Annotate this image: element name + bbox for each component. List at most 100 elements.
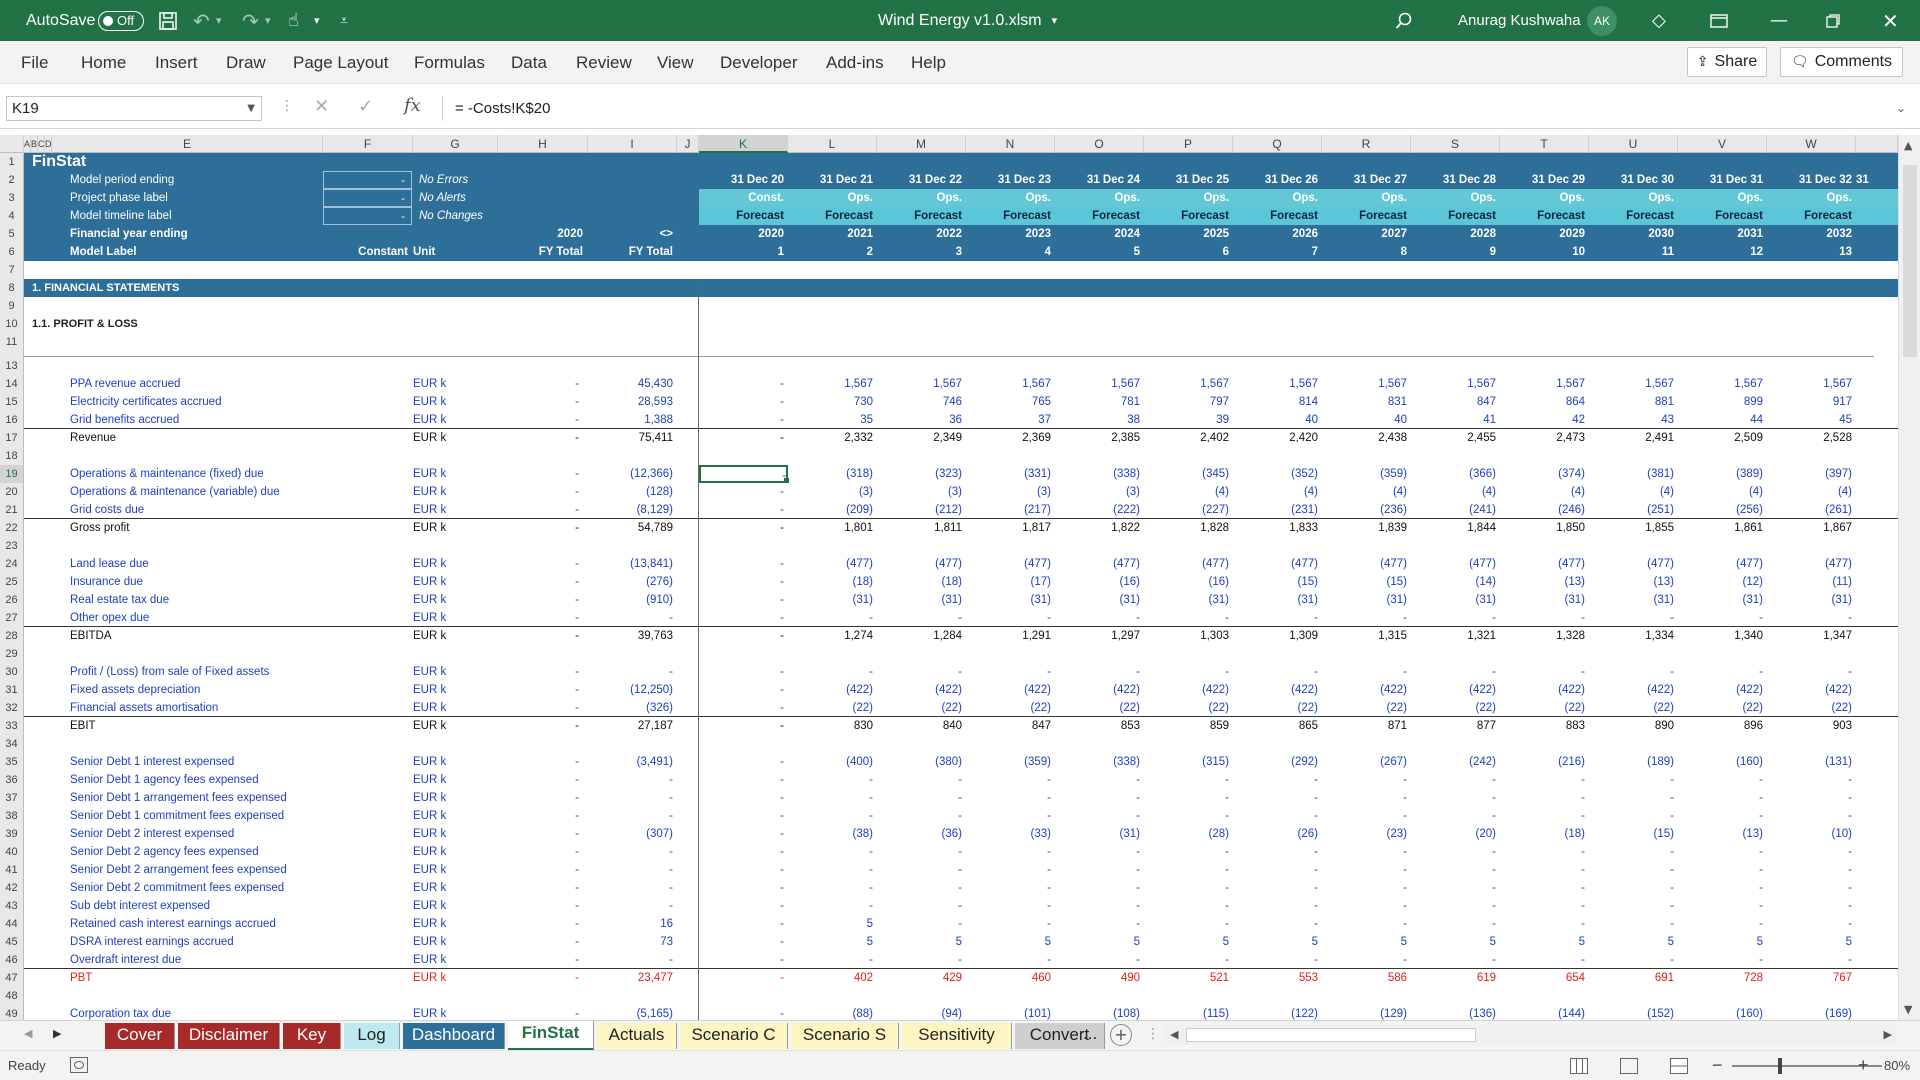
- row-number[interactable]: 46: [0, 951, 24, 969]
- scroll-thumb[interactable]: [1903, 165, 1917, 357]
- row-number[interactable]: 1: [0, 153, 24, 171]
- sheet-tab-actuals[interactable]: Actuals: [597, 1023, 677, 1049]
- header-input[interactable]: -: [323, 171, 412, 189]
- row-number[interactable]: 22: [0, 519, 24, 537]
- file-title[interactable]: Wind Energy v1.0.xlsm ▾: [878, 11, 1058, 29]
- sheet-tab-key[interactable]: Key: [283, 1023, 341, 1049]
- add-sheet-icon[interactable]: +: [1110, 1024, 1132, 1046]
- tab-developer[interactable]: Developer: [720, 52, 798, 72]
- redo-dropdown-icon[interactable]: ▾: [265, 14, 271, 27]
- search-icon[interactable]: [1395, 0, 1413, 41]
- row-number[interactable]: 39: [0, 825, 24, 843]
- row-number[interactable]: 36: [0, 771, 24, 789]
- column-header-n[interactable]: N: [966, 135, 1055, 153]
- sheet-tab-scenario-s[interactable]: Scenario S: [791, 1023, 899, 1049]
- tab-review[interactable]: Review: [576, 52, 632, 72]
- row-number[interactable]: 13: [0, 357, 24, 375]
- row-number[interactable]: 4: [0, 207, 24, 225]
- column-header-e[interactable]: E: [52, 135, 323, 153]
- share-button[interactable]: ⇪ Share: [1687, 47, 1767, 77]
- select-all-corner[interactable]: [0, 135, 24, 153]
- customize-qat-icon[interactable]: ⩡: [340, 12, 348, 29]
- column-header-i[interactable]: I: [588, 135, 677, 153]
- formula-bar-options-icon[interactable]: ⋮: [280, 98, 294, 114]
- user-avatar[interactable]: AK: [1587, 0, 1617, 41]
- row-number[interactable]: 20: [0, 483, 24, 501]
- tab-add-ins[interactable]: Add-ins: [826, 52, 884, 72]
- column-header-v[interactable]: V: [1678, 135, 1767, 153]
- page-layout-view-icon[interactable]: [1620, 1058, 1638, 1074]
- row-number[interactable]: 21: [0, 501, 24, 519]
- macro-record-icon[interactable]: [70, 1057, 88, 1073]
- scroll-up-icon[interactable]: ▲: [1904, 139, 1913, 152]
- header-input[interactable]: -: [323, 207, 412, 225]
- scroll-tabs-right-icon[interactable]: ▶: [53, 1027, 62, 1040]
- selected-cell[interactable]: -: [699, 465, 788, 483]
- close-icon[interactable]: ✕: [1882, 8, 1899, 33]
- sheet-tab-disclaimer[interactable]: Disclaimer: [178, 1023, 280, 1049]
- column-header-m[interactable]: M: [877, 135, 966, 153]
- row-number[interactable]: 29: [0, 645, 24, 663]
- expand-formula-icon[interactable]: ⌄: [1895, 101, 1906, 115]
- row-number[interactable]: 43: [0, 897, 24, 915]
- row-number[interactable]: 28: [0, 627, 24, 645]
- sheet-tab-dashboard[interactable]: Dashboard: [403, 1023, 505, 1049]
- row-number[interactable]: 11: [0, 333, 24, 351]
- sheet-tab-convert[interactable]: Convert: [1015, 1023, 1105, 1049]
- normal-view-icon[interactable]: [1570, 1058, 1588, 1074]
- row-number[interactable]: 42: [0, 879, 24, 897]
- column-header-f[interactable]: F: [323, 135, 413, 153]
- column-header-b[interactable]: B: [31, 135, 38, 153]
- tab-view[interactable]: View: [657, 52, 694, 72]
- hscroll-thumb[interactable]: [1186, 1028, 1476, 1042]
- row-number[interactable]: 49: [0, 1005, 24, 1020]
- row-number[interactable]: 18: [0, 447, 24, 465]
- zoom-out-icon[interactable]: −: [1712, 1055, 1723, 1075]
- row-number[interactable]: 17: [0, 429, 24, 447]
- zoom-in-icon[interactable]: +: [1858, 1055, 1869, 1075]
- column-header-r[interactable]: R: [1322, 135, 1411, 153]
- row-number[interactable]: 5: [0, 225, 24, 243]
- scroll-tabs-left-icon[interactable]: ◀: [24, 1027, 33, 1040]
- undo-dropdown-icon[interactable]: ▾: [216, 14, 222, 27]
- touch-mode-icon[interactable]: ☝: [288, 10, 299, 31]
- column-header-c[interactable]: C: [38, 135, 45, 153]
- row-number[interactable]: 14: [0, 375, 24, 393]
- row-number[interactable]: 37: [0, 789, 24, 807]
- name-box[interactable]: K19 ▼: [6, 96, 262, 121]
- zoom-slider-thumb[interactable]: [1778, 1058, 1782, 1074]
- tab-file[interactable]: File: [21, 52, 49, 72]
- row-number[interactable]: 25: [0, 573, 24, 591]
- column-header-a[interactable]: A: [24, 135, 31, 153]
- name-box-dropdown-icon[interactable]: ▼: [247, 103, 255, 114]
- column-header-d[interactable]: D: [45, 135, 52, 153]
- tab-page-layout[interactable]: Page Layout: [293, 52, 389, 72]
- tab-data[interactable]: Data: [511, 52, 547, 72]
- tab-insert[interactable]: Insert: [155, 52, 198, 72]
- row-number[interactable]: 44: [0, 915, 24, 933]
- row-number[interactable]: 47: [0, 969, 24, 987]
- diamond-icon[interactable]: ◇: [1652, 10, 1666, 31]
- hscroll-left-icon[interactable]: ◀: [1170, 1028, 1179, 1041]
- row-number[interactable]: 26: [0, 591, 24, 609]
- insert-function-icon[interactable]: fx: [404, 95, 421, 116]
- zoom-level[interactable]: 80%: [1884, 1058, 1911, 1073]
- column-header-o[interactable]: O: [1055, 135, 1144, 153]
- row-number[interactable]: 19: [0, 465, 24, 483]
- column-header-h[interactable]: H: [498, 135, 588, 153]
- row-number[interactable]: 7: [0, 261, 24, 279]
- autosave-toggle[interactable]: Off: [98, 0, 144, 41]
- sheet-tab-finstat[interactable]: FinStat: [508, 1021, 594, 1051]
- hscroll-right-icon[interactable]: ▶: [1883, 1028, 1892, 1041]
- ribbon-display-icon[interactable]: [1710, 0, 1728, 41]
- tab-draw[interactable]: Draw: [226, 52, 266, 72]
- row-number[interactable]: 38: [0, 807, 24, 825]
- column-header-s[interactable]: S: [1411, 135, 1500, 153]
- row-number[interactable]: 31: [0, 681, 24, 699]
- row-number[interactable]: 27: [0, 609, 24, 627]
- enter-icon[interactable]: ✓: [358, 96, 374, 117]
- row-number[interactable]: 48: [0, 987, 24, 1005]
- column-header-p[interactable]: P: [1144, 135, 1233, 153]
- scroll-down-icon[interactable]: ▼: [1904, 1003, 1913, 1016]
- column-header-g[interactable]: G: [413, 135, 498, 153]
